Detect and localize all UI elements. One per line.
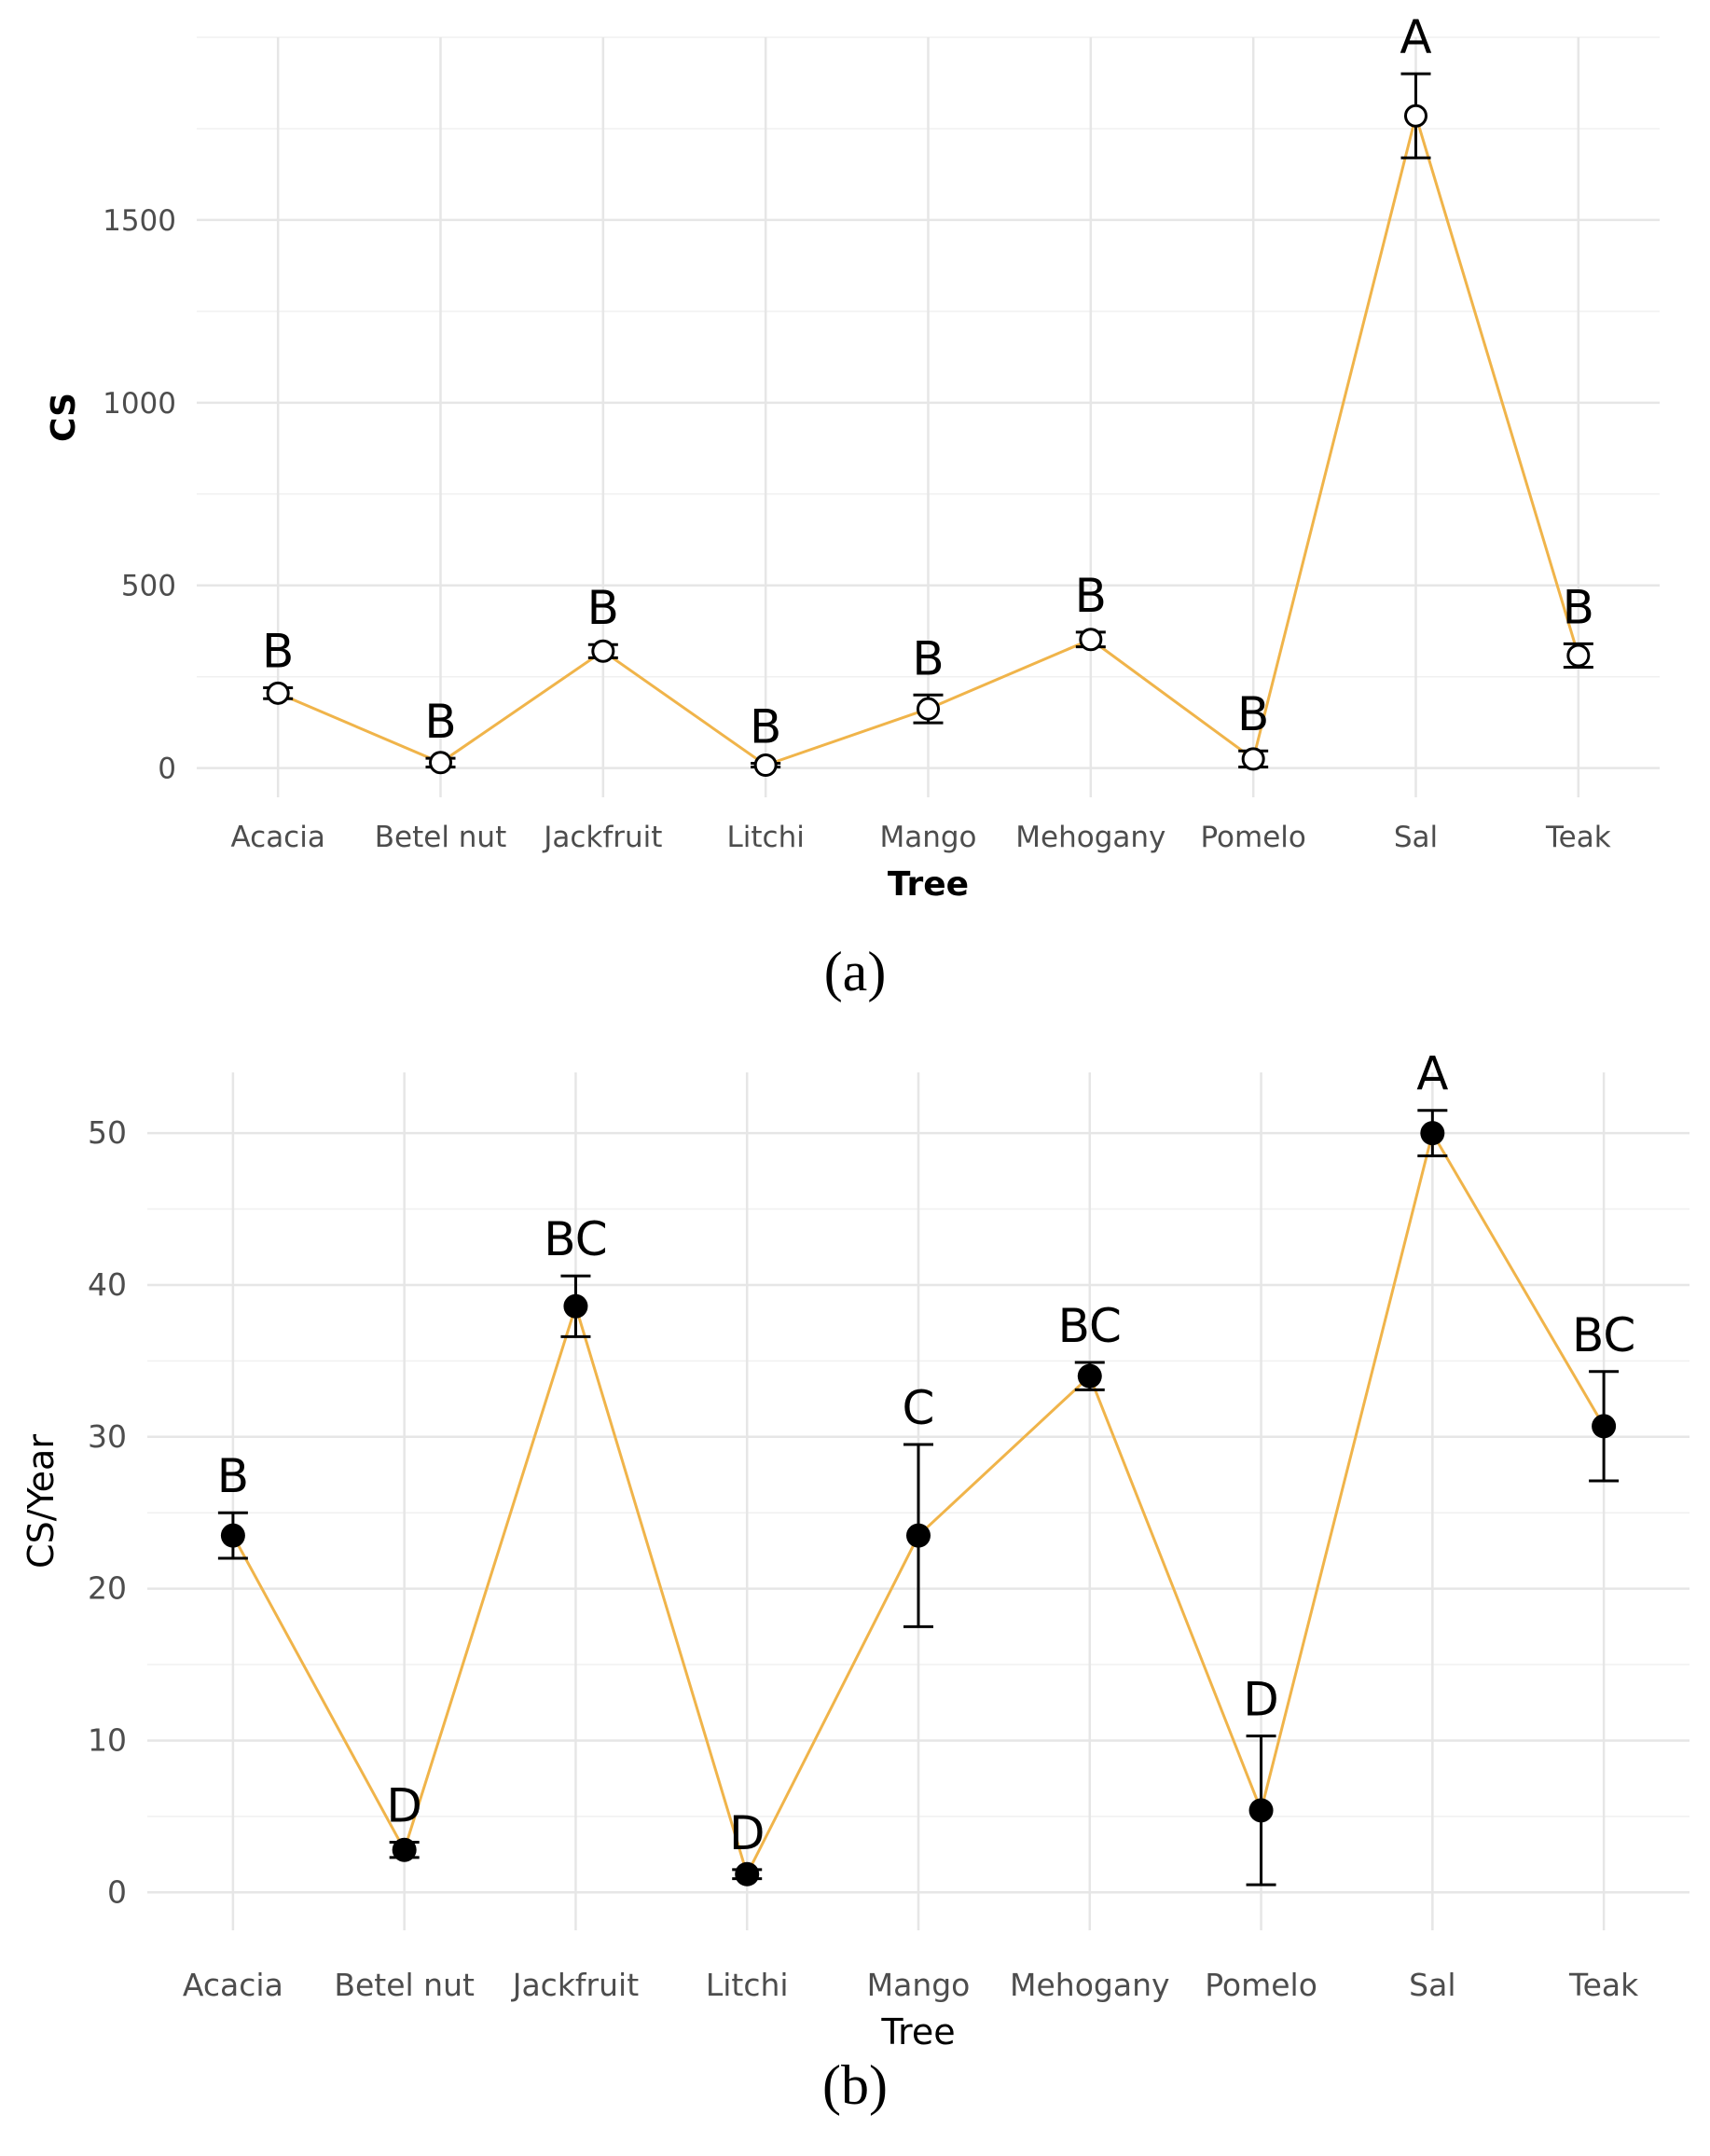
x-tick-label: Litchi (726, 821, 804, 854)
grid-layer (197, 36, 1660, 797)
significance-letters: B B B B B B B A B (262, 10, 1594, 753)
x-tick-label: Litchi (706, 1967, 789, 2003)
significance-letter: B (424, 695, 456, 749)
significance-letter: C (903, 1381, 935, 1435)
y-tick-label: 0 (158, 753, 176, 786)
y-axis-title: CS/Year (21, 1434, 62, 1569)
significance-letter: B (1563, 580, 1594, 634)
data-point (429, 751, 452, 775)
data-point (266, 681, 290, 705)
x-tick-labels: Acacia Betel nut Jackfruit Litchi Mango Mehog… (183, 1967, 1639, 2003)
x-tick-label: Mehogany (1010, 1967, 1170, 2003)
data-point (1404, 104, 1427, 128)
x-tick-label: Jackfruit (511, 1967, 639, 2003)
significance-letter: BC (1058, 1299, 1122, 1353)
data-point (220, 1523, 245, 1548)
data-point (1420, 1121, 1445, 1146)
data-point (1566, 643, 1591, 668)
x-axis-title: Tree (888, 865, 969, 904)
significance-letter: B (587, 581, 619, 635)
y-tick-labels: 0 500 1000 1500 (103, 204, 176, 786)
x-tick-label: Acacia (230, 821, 324, 854)
chart-b: 0 10 20 30 40 50 Acacia Betel nut Jackfruit Litc… (21, 1047, 1689, 2052)
significance-letter: B (912, 631, 944, 685)
x-tick-label: Betel nut (334, 1967, 475, 2003)
significance-letter: D (729, 1806, 765, 1860)
significance-letter: D (1243, 1673, 1279, 1727)
x-tick-labels: Acacia Betel nut Jackfruit Litchi Mango Mehog… (230, 821, 1610, 854)
data-point (735, 1861, 760, 1886)
y-tick-label: 1000 (103, 387, 176, 421)
y-tick-labels: 0 10 20 30 40 50 (88, 1114, 127, 1910)
y-tick-label: 10 (88, 1721, 127, 1758)
x-tick-label: Mango (867, 1967, 971, 2003)
significance-letters: B D BC D C BC D A BC (217, 1047, 1636, 1860)
y-axis-title: CS (45, 393, 83, 442)
data-point (563, 1293, 588, 1319)
significance-letter: BC (544, 1212, 607, 1266)
y-tick-label: 20 (88, 1570, 127, 1607)
x-tick-label: Teak (1545, 821, 1611, 854)
y-tick-label: 40 (88, 1266, 127, 1303)
chart-a: 0 500 1000 1500 Acacia Betel nut Jackfruit Lit… (45, 10, 1660, 904)
significance-letter: A (1400, 10, 1431, 64)
significance-letter: A (1416, 1047, 1448, 1101)
x-tick-label: Teak (1568, 1967, 1639, 2003)
significance-letter: BC (1572, 1308, 1635, 1362)
data-point (591, 639, 615, 663)
x-tick-label: Sal (1409, 1967, 1455, 2003)
significance-letter: B (750, 700, 781, 754)
significance-letter: B (262, 624, 294, 678)
significance-letter: B (217, 1449, 249, 1503)
panel-label-b: (b) (822, 2054, 888, 2116)
x-tick-label: Mango (879, 821, 976, 854)
x-tick-label: Pomelo (1205, 1967, 1317, 2003)
x-tick-label: Mehogany (1015, 821, 1165, 854)
y-tick-label: 1500 (103, 204, 176, 238)
y-tick-label: 0 (107, 1873, 127, 1910)
x-tick-label: Jackfruit (542, 821, 662, 854)
significance-letter: B (1237, 687, 1269, 741)
y-tick-label: 30 (88, 1418, 127, 1455)
x-axis-title: Tree (880, 2011, 955, 2052)
significance-letter: B (1075, 569, 1107, 623)
data-point (1248, 1798, 1274, 1823)
x-tick-label: Betel nut (375, 821, 506, 854)
x-tick-label: Sal (1394, 821, 1438, 854)
data-point (392, 1837, 417, 1862)
data-point (1077, 1363, 1102, 1389)
panel-label-a: (a) (823, 941, 887, 1002)
data-points (266, 104, 1591, 778)
data-points (220, 1121, 1617, 1886)
data-point (1592, 1414, 1617, 1439)
data-point (1079, 628, 1103, 652)
significance-letter: D (386, 1779, 422, 1833)
x-tick-label: Pomelo (1200, 821, 1305, 854)
data-point (1241, 747, 1265, 771)
data-point (753, 753, 778, 778)
data-point (906, 1523, 931, 1548)
y-tick-label: 500 (121, 570, 176, 603)
x-tick-label: Acacia (183, 1967, 283, 2003)
y-tick-label: 50 (88, 1114, 127, 1151)
data-point (917, 697, 940, 721)
